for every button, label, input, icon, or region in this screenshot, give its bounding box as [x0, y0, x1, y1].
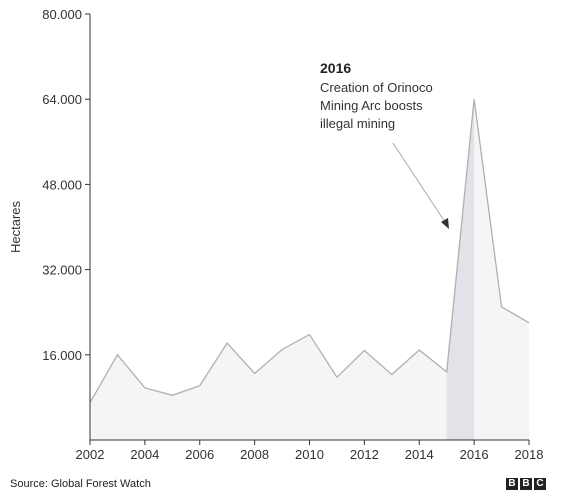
- chart-axis-layer: 16.000 32.000 48.000 64.000 80.000 2002 2004 20…: [42, 7, 543, 462]
- source-note: Source: Global Forest Watch: [10, 478, 151, 490]
- annotation-arrow-line: [392, 142, 446, 223]
- annotation-arrow-head: [441, 218, 449, 229]
- annotation: 2016 Creation of Orinoco Mining Arc boos…: [320, 60, 449, 229]
- area-fill: [90, 99, 529, 440]
- annotation-line-2: Mining Arc boosts: [320, 98, 423, 113]
- bbc-logo-letter: B: [520, 478, 532, 490]
- annotation-title: 2016: [320, 60, 351, 76]
- y-tick-label: 48.000: [42, 177, 82, 192]
- x-tick-label: 2006: [185, 447, 214, 462]
- y-tick-label: 80.000: [42, 7, 82, 22]
- bbc-logo: B B C: [506, 478, 546, 490]
- bbc-logo-letter: C: [534, 478, 546, 490]
- series-line: [89, 99, 530, 404]
- x-tick-label: 2008: [240, 447, 269, 462]
- highlight-region: [446, 99, 475, 440]
- annotation-line-3: illegal mining: [320, 116, 395, 131]
- bbc-logo-letter: B: [506, 478, 518, 490]
- x-tick-label: 2012: [350, 447, 379, 462]
- x-tick-label: 2002: [76, 447, 105, 462]
- x-tick-label: 2010: [295, 447, 324, 462]
- x-tick-label: 2014: [405, 447, 434, 462]
- annotation-line-1: Creation of Orinoco: [320, 80, 433, 95]
- x-tick-label: 2004: [130, 447, 159, 462]
- y-tick-label: 64.000: [42, 92, 82, 107]
- x-tick-label: 2018: [515, 447, 544, 462]
- y-tick-label: 16.000: [42, 348, 82, 363]
- y-axis-title: Hectares: [8, 200, 23, 253]
- x-tick-label: 2016: [460, 447, 489, 462]
- chart-area-layer: [89, 99, 530, 440]
- y-tick-label: 32.000: [42, 263, 82, 278]
